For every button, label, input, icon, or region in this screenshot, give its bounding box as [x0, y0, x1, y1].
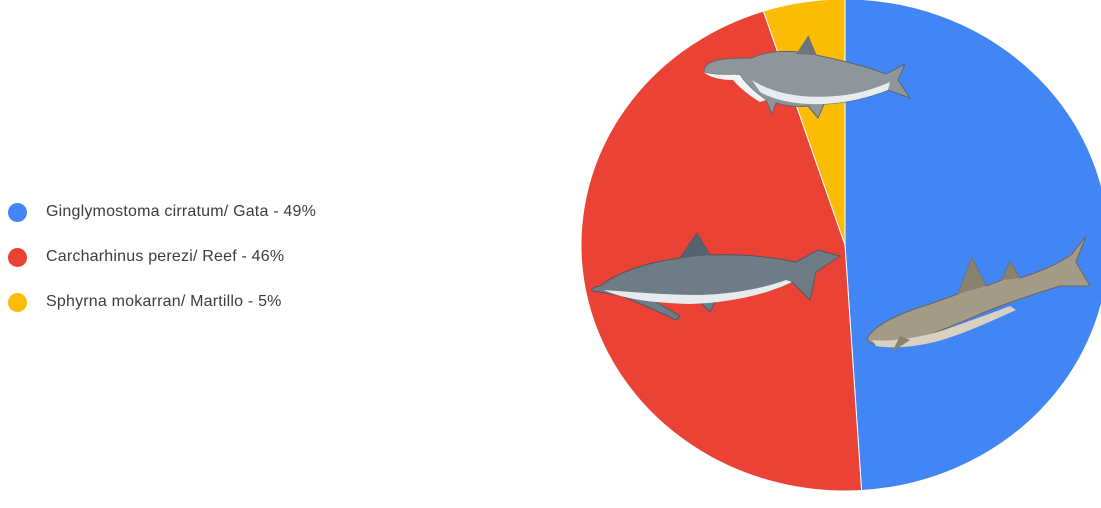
- pie-slices: [580, 0, 1101, 492]
- nurse-shark-image: [866, 235, 1091, 352]
- legend-swatch-martillo: [8, 292, 27, 312]
- pie-slice-reef[interactable]: [580, 10, 863, 492]
- legend-swatch-reef: [8, 247, 27, 267]
- legend-item-gata[interactable]: Ginglymostoma cirratum/ Gata - 49%: [8, 200, 528, 224]
- legend-label-gata: Ginglymostoma cirratum/ Gata - 49%: [46, 203, 316, 220]
- legend-item-reef[interactable]: Carcharhinus perezi/ Reef - 46%: [8, 245, 528, 269]
- hammerhead-shark-image: [703, 35, 912, 119]
- legend-swatch-gata: [8, 202, 27, 222]
- legend-item-martillo[interactable]: Sphyrna mokarran/ Martillo - 5%: [8, 290, 528, 314]
- chart-legend: Ginglymostoma cirratum/ Gata - 49% Carch…: [8, 200, 528, 335]
- legend-label-martillo: Sphyrna mokarran/ Martillo - 5%: [46, 293, 282, 310]
- pie-slice-gata[interactable]: [844, 0, 1101, 492]
- legend-label-reef: Carcharhinus perezi/ Reef - 46%: [46, 248, 285, 265]
- reef-shark-image: [591, 232, 842, 321]
